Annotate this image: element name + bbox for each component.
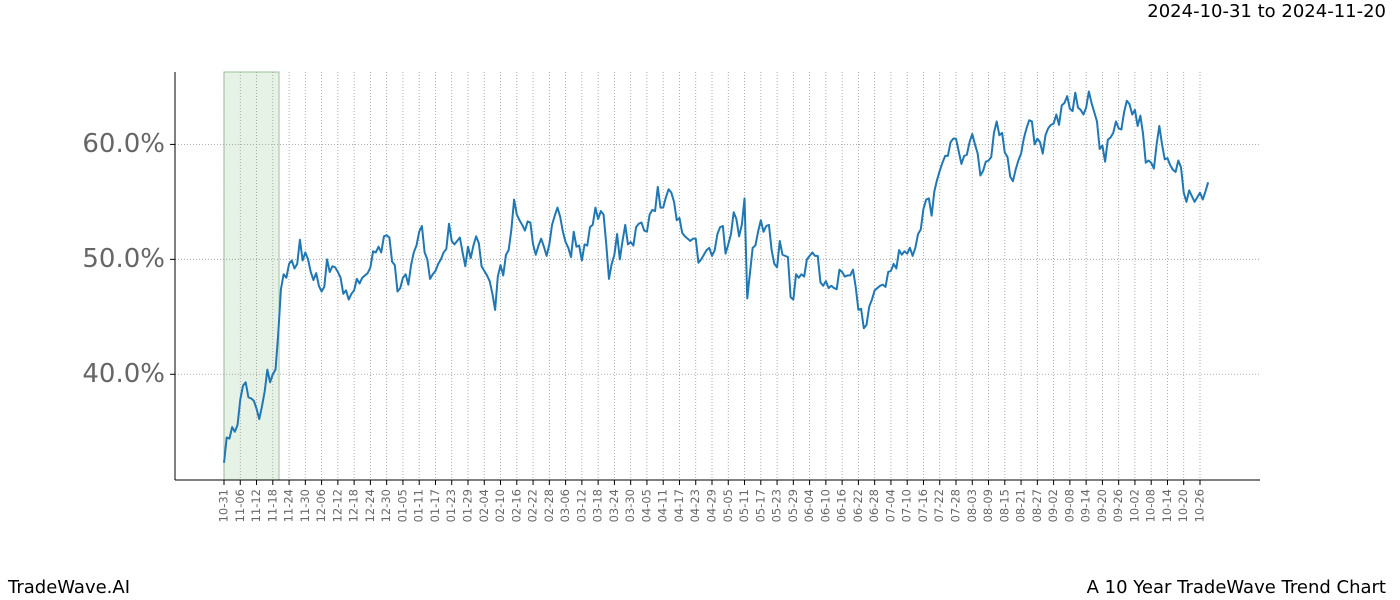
x-tick-label: 01-05 [395, 489, 409, 522]
x-tick-label: 03-06 [558, 489, 572, 522]
x-tick-label: 09-08 [1062, 489, 1076, 522]
x-tick-label: 10-31 [217, 489, 231, 522]
x-tick-label: 01-29 [461, 489, 475, 522]
x-tick-label: 02-16 [509, 489, 523, 522]
x-tick-label: 08-03 [965, 489, 979, 522]
x-tick-label: 02-10 [493, 489, 507, 522]
x-tick-label: 09-02 [1046, 489, 1060, 522]
x-tick-label: 10-26 [1193, 489, 1207, 522]
x-tick-label: 04-05 [639, 489, 653, 522]
x-tick-label: 06-22 [851, 489, 865, 522]
x-tick-label: 07-04 [883, 489, 897, 522]
x-tick-label: 05-23 [770, 489, 784, 522]
x-tick-label: 05-17 [753, 489, 767, 522]
x-tick-label: 08-15 [997, 489, 1011, 522]
x-tick-label: 06-10 [818, 489, 832, 522]
trend-line [223, 90, 1210, 463]
x-tick-label: 01-17 [428, 489, 442, 522]
x-tick-label: 05-05 [721, 489, 735, 522]
x-tick-label: 10-08 [1144, 489, 1158, 522]
x-tick-label: 04-29 [705, 489, 719, 522]
x-tick-label: 06-04 [802, 489, 816, 522]
x-tick-label: 11-24 [282, 489, 296, 522]
x-tick-label: 04-17 [672, 489, 686, 522]
x-tick-label: 10-20 [1176, 489, 1190, 522]
x-tick-label: 08-27 [1030, 489, 1044, 522]
x-tick-label: 03-30 [623, 489, 637, 522]
date-range: 2024-10-31 to 2024-11-20 [1147, 1, 1386, 22]
x-tick-label: 03-12 [574, 489, 588, 522]
x-tick-label: 03-18 [591, 489, 605, 522]
x-tick-label: 07-10 [900, 489, 914, 522]
caption: A 10 Year TradeWave Trend Chart [1087, 577, 1386, 598]
x-tick-label: 10-02 [1127, 489, 1141, 522]
x-tick-label: 06-28 [867, 489, 881, 522]
x-tick-label: 05-11 [737, 489, 751, 522]
x-tick-label: 05-29 [786, 489, 800, 522]
x-tick-label: 01-23 [444, 489, 458, 522]
x-tick-label: 02-22 [526, 489, 540, 522]
x-tick-label: 02-28 [542, 489, 556, 522]
x-tick-label: 12-12 [330, 489, 344, 522]
x-tick-label: 11-06 [233, 489, 247, 522]
y-tick-label: 40.0% [82, 359, 165, 389]
highlight-window [223, 71, 280, 481]
x-tick-label: 12-24 [363, 489, 377, 522]
x-tick-label: 07-16 [916, 489, 930, 522]
x-tick-label: 03-24 [607, 489, 621, 522]
x-tick-label: 01-11 [412, 489, 426, 522]
x-tick-label: 09-20 [1095, 489, 1109, 522]
x-tick-label: 12-06 [314, 489, 328, 522]
x-tick-label: 11-18 [265, 489, 279, 522]
x-tick-label: 04-23 [688, 489, 702, 522]
x-tick-label: 04-11 [656, 489, 670, 522]
x-tick-label: 09-14 [1079, 489, 1093, 522]
x-tick-label: 07-28 [949, 489, 963, 522]
x-tick-label: 09-26 [1111, 489, 1125, 522]
x-tick-label: 12-30 [379, 489, 393, 522]
x-tick-label: 06-16 [835, 489, 849, 522]
y-tick-label: 50.0% [82, 244, 165, 274]
x-tick-label: 02-04 [477, 489, 491, 522]
x-tick-label: 12-18 [347, 489, 361, 522]
x-tick-label: 08-09 [981, 489, 995, 522]
y-tick-label: 60.0% [82, 129, 165, 159]
brand: TradeWave.AI [7, 577, 130, 598]
x-tick-label: 07-22 [932, 489, 946, 522]
x-tick-label: 11-30 [298, 489, 312, 522]
x-tick-label: 10-14 [1160, 489, 1174, 522]
x-tick-label: 11-12 [249, 489, 263, 522]
x-tick-label: 08-21 [1014, 489, 1028, 522]
